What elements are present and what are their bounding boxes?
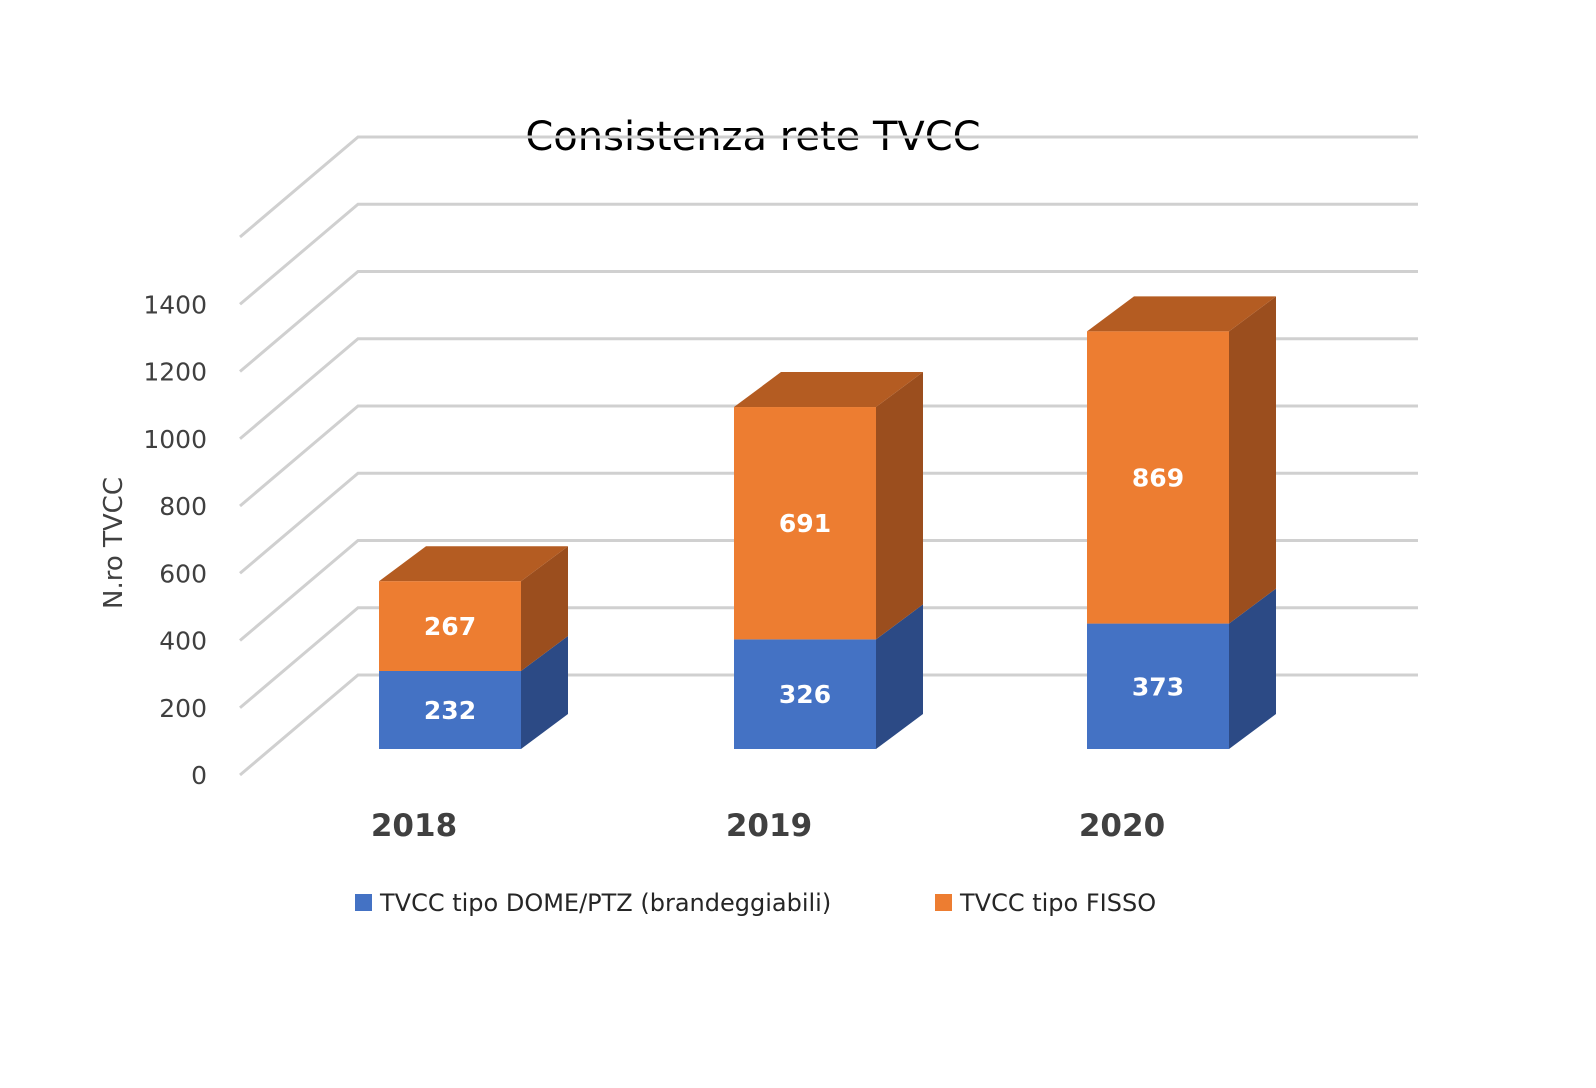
legend-item: TVCC tipo DOME/PTZ (brandeggiabili) (355, 889, 831, 917)
gridline (239, 135, 1418, 239)
bar-segment: 869 (1087, 296, 1276, 624)
gridline (239, 337, 1418, 440)
bar-top (734, 372, 923, 408)
y-tick-label: 1000 (143, 425, 207, 454)
bar-front (379, 581, 521, 671)
legend-item: TVCC tipo FISSO (935, 889, 1156, 917)
bar-front (1087, 623, 1229, 749)
y-tick-label: 0 (191, 761, 207, 790)
bar-segment: 373 (1087, 588, 1276, 749)
bar-side (1229, 588, 1276, 749)
bar-top (1087, 296, 1276, 332)
y-tick-label: 800 (159, 492, 207, 521)
gridline (239, 539, 1418, 642)
gridlines (239, 135, 1418, 777)
y-tick-label: 400 (159, 627, 207, 656)
bar-side (521, 635, 568, 749)
x-axis-ticks: 2018 2019 2020 (371, 808, 1165, 844)
y-tick-label: 1400 (143, 290, 207, 319)
data-label: 326 (779, 680, 831, 709)
bar-front (734, 407, 876, 640)
data-label: 267 (424, 612, 476, 641)
x-tick-label: 2020 (1079, 808, 1165, 844)
bar-segment: 326 (734, 604, 923, 749)
y-axis-ticks: 0 200 400 600 800 1000 1200 1400 (143, 290, 207, 790)
gridline (239, 471, 1418, 575)
data-label: 232 (424, 696, 476, 725)
legend: TVCC tipo DOME/PTZ (brandeggiabili) TVCC … (355, 889, 1156, 917)
x-tick-label: 2019 (726, 808, 812, 844)
gridline (239, 673, 1418, 777)
legend-label: TVCC tipo FISSO (959, 889, 1156, 917)
bar-segment: 267 (379, 546, 568, 671)
gridline (239, 606, 1418, 709)
bar-top (379, 546, 568, 582)
y-tick-label: 200 (159, 694, 207, 723)
bar-side (1229, 296, 1276, 624)
gridline (239, 404, 1418, 508)
legend-swatch (935, 894, 952, 911)
y-tick-label: 1200 (143, 358, 207, 387)
bar-front (379, 670, 521, 749)
bar-front (734, 639, 876, 749)
bar-side (876, 604, 923, 749)
y-axis-label: N.ro TVCC (99, 477, 129, 609)
y-tick-label: 600 (159, 559, 207, 588)
bar-segment: 691 (734, 372, 923, 640)
gridline (239, 270, 1418, 373)
bars: 232 267 326 691 373 869 (379, 296, 1276, 749)
x-tick-label: 2018 (371, 808, 457, 844)
bar-segment: 232 (379, 635, 568, 749)
bar-front (1087, 331, 1229, 624)
data-label: 869 (1132, 463, 1184, 492)
bar-side (521, 546, 568, 671)
bar-side (876, 372, 923, 640)
data-label: 691 (779, 509, 831, 538)
data-label: 373 (1132, 672, 1184, 701)
gridline (239, 202, 1418, 306)
legend-swatch (355, 894, 372, 911)
legend-label: TVCC tipo DOME/PTZ (brandeggiabili) (379, 889, 831, 917)
